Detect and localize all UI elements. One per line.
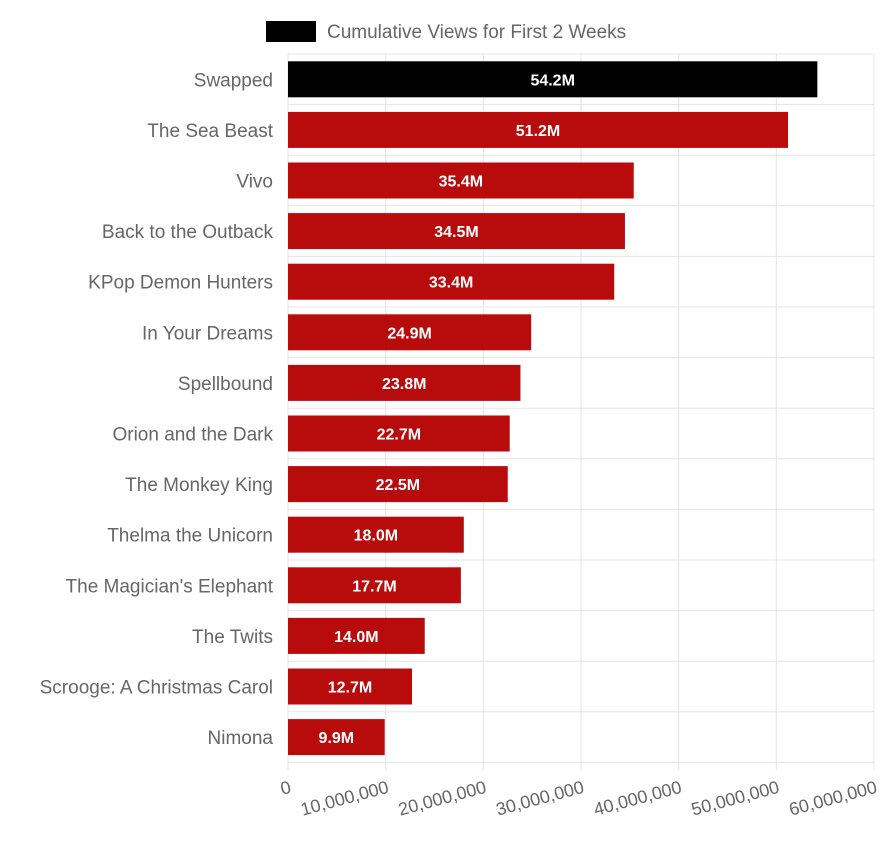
bar-value-label: 22.5M bbox=[376, 477, 420, 494]
x-axis-ticks: 0 10,000,000 20,000,000 30,000,000 40,000,00… bbox=[278, 777, 879, 820]
x-tick-label: 10,000,000 bbox=[299, 777, 391, 820]
bar[interactable] bbox=[288, 719, 385, 756]
bar[interactable] bbox=[288, 213, 625, 250]
category-label: Orion and the Dark bbox=[112, 425, 273, 446]
category-label: The Monkey King bbox=[125, 475, 273, 496]
category-label: Back to the Outback bbox=[102, 222, 274, 243]
bar-value-label: 35.4M bbox=[439, 174, 483, 191]
x-tick-label: 0 bbox=[278, 777, 293, 799]
category-label: KPop Demon Hunters bbox=[88, 273, 273, 294]
bar-value-label: 14.0M bbox=[334, 629, 378, 646]
category-label: The Sea Beast bbox=[147, 121, 273, 142]
category-label: Scrooge: A Christmas Carol bbox=[40, 678, 273, 699]
category-label: In Your Dreams bbox=[142, 323, 273, 344]
bar[interactable] bbox=[288, 314, 532, 351]
category-label: The Magician's Elephant bbox=[66, 576, 274, 597]
category-label: Thelma the Unicorn bbox=[107, 526, 273, 547]
bar-value-label: 24.9M bbox=[387, 325, 431, 342]
bar-value-label: 23.8M bbox=[382, 376, 426, 393]
x-tick-label: 40,000,000 bbox=[592, 777, 684, 820]
x-tick-label: 20,000,000 bbox=[396, 777, 488, 820]
bar[interactable] bbox=[288, 364, 521, 401]
category-label: Vivo bbox=[236, 172, 273, 193]
category-label: Swapped bbox=[194, 70, 273, 91]
bar-value-label: 9.9M bbox=[319, 730, 355, 747]
legend[interactable]: Cumulative Views for First 2 Weeks bbox=[266, 21, 626, 43]
bar-value-label: 17.7M bbox=[352, 578, 396, 595]
bar-value-label: 34.5M bbox=[434, 224, 478, 241]
bar[interactable] bbox=[288, 111, 789, 148]
bar[interactable] bbox=[288, 617, 425, 654]
bar[interactable] bbox=[288, 567, 461, 604]
x-tick-label: 50,000,000 bbox=[689, 777, 781, 820]
x-tick-label: 60,000,000 bbox=[787, 777, 879, 820]
bars: 54.2M 51.2M 35.4M 34.5M 33.4M 24.9M 23.8M 22.7M… bbox=[288, 61, 818, 756]
grid-lines bbox=[287, 53, 875, 771]
legend-label[interactable]: Cumulative Views for First 2 Weeks bbox=[327, 22, 626, 43]
bar-value-label: 33.4M bbox=[429, 275, 473, 292]
bar[interactable] bbox=[288, 466, 508, 503]
bar-value-label: 18.0M bbox=[354, 528, 398, 545]
category-label: Nimona bbox=[208, 728, 274, 749]
category-label: The Twits bbox=[192, 627, 273, 648]
bar[interactable] bbox=[288, 415, 510, 452]
category-label: Spellbound bbox=[178, 374, 273, 395]
bar-value-label: 22.7M bbox=[377, 427, 421, 444]
bar[interactable] bbox=[288, 516, 464, 553]
bar[interactable] bbox=[288, 162, 634, 199]
bar[interactable] bbox=[288, 668, 413, 705]
bar-value-label: 51.2M bbox=[516, 123, 560, 140]
category-labels: Swapped The Sea Beast Vivo Back to the Outb… bbox=[40, 70, 274, 749]
x-tick-label: 30,000,000 bbox=[494, 777, 586, 820]
legend-swatch[interactable] bbox=[266, 21, 316, 42]
bar-value-label: 54.2M bbox=[530, 72, 574, 89]
bar[interactable] bbox=[288, 61, 818, 98]
bar-value-label: 12.7M bbox=[328, 680, 372, 697]
bar[interactable] bbox=[288, 263, 615, 300]
